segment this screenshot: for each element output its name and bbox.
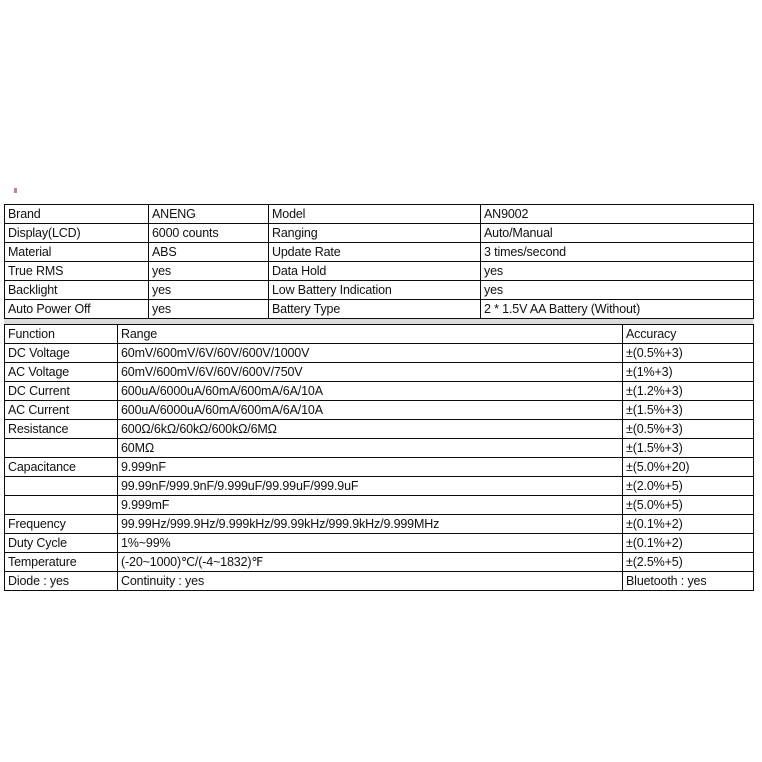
table-row: 99.99nF/999.9nF/9.999uF/99.99uF/999.9uF … [4,476,754,496]
accuracy-cell: ±(1%+3) [622,362,754,382]
function-cell: Frequency [4,514,118,534]
spec-value: yes [148,280,269,300]
range-cell: 600uA/6000uA/60mA/600mA/6A/10A [117,400,623,420]
table-row: Material ABS Update Rate 3 times/second [4,242,754,262]
spec-label: Low Battery Indication [268,280,481,300]
table-row: 9.999mF ±(5.0%+5) [4,495,754,515]
function-cell: DC Current [4,381,118,401]
table-header-row: Function Range Accuracy [4,324,754,344]
spec-value: yes [480,280,754,300]
table-row: 60MΩ ±(1.5%+3) [4,438,754,458]
continuity-cell: Continuity : yes [117,571,623,591]
general-specs-table: Brand ANENG Model AN9002 Display(LCD) 60… [4,204,754,319]
accuracy-cell: ±(1.5%+3) [622,438,754,458]
spec-value: 6000 counts [148,223,269,243]
spec-label: Display(LCD) [4,223,149,243]
function-cell: Capacitance [4,457,118,477]
range-cell: 600uA/6000uA/60mA/600mA/6A/10A [117,381,623,401]
range-cell: 99.99Hz/999.9Hz/9.999kHz/99.99kHz/999.9k… [117,514,623,534]
function-cell: Temperature [4,552,118,572]
range-cell: (-20~1000)℃/(-4~1832)℉ [117,552,623,572]
table-row: Backlight yes Low Battery Indication yes [4,280,754,300]
table-row: Capacitance 9.999nF ±(5.0%+20) [4,457,754,477]
accuracy-cell: ±(2.0%+5) [622,476,754,496]
table-row: Frequency 99.99Hz/999.9Hz/9.999kHz/99.99… [4,514,754,534]
range-cell: 60mV/600mV/6V/60V/600V/1000V [117,343,623,363]
table-row: Display(LCD) 6000 counts Ranging Auto/Ma… [4,223,754,243]
table-row: Temperature (-20~1000)℃/(-4~1832)℉ ±(2.5… [4,552,754,572]
spec-value: 3 times/second [480,242,754,262]
function-cell: Resistance [4,419,118,439]
spec-value: yes [480,261,754,281]
function-cell: AC Voltage [4,362,118,382]
accuracy-cell: ±(0.5%+3) [622,419,754,439]
table-row: Resistance 600Ω/6kΩ/60kΩ/600kΩ/6MΩ ±(0.5… [4,419,754,439]
range-cell: 60mV/600mV/6V/60V/600V/750V [117,362,623,382]
column-header-accuracy: Accuracy [622,324,754,344]
accuracy-cell: ±(5.0%+20) [622,457,754,477]
spec-value: Auto/Manual [480,223,754,243]
spec-value: 2 * 1.5V AA Battery (Without) [480,299,754,319]
accuracy-cell: ±(2.5%+5) [622,552,754,572]
spec-label: Model [268,204,481,224]
spec-label: Material [4,242,149,262]
spec-label: Battery Type [268,299,481,319]
function-cell: Duty Cycle [4,533,118,553]
spec-label: Brand [4,204,149,224]
spec-value: ANENG [148,204,269,224]
accuracy-cell: ±(0.1%+2) [622,514,754,534]
table-row: AC Current 600uA/6000uA/60mA/600mA/6A/10… [4,400,754,420]
column-header-function: Function [4,324,118,344]
function-cell: DC Voltage [4,343,118,363]
table-row: DC Current 600uA/6000uA/60mA/600mA/6A/10… [4,381,754,401]
spec-label: Backlight [4,280,149,300]
spec-label: True RMS [4,261,149,281]
table-row: True RMS yes Data Hold yes [4,261,754,281]
column-header-range: Range [117,324,623,344]
red-annotation-mark [14,188,17,193]
function-cell [4,495,118,515]
spec-value: ABS [148,242,269,262]
table-row: Duty Cycle 1%~99% ±(0.1%+2) [4,533,754,553]
spec-value: yes [148,261,269,281]
range-cell: 1%~99% [117,533,623,553]
range-specs-table: Function Range Accuracy DC Voltage 60mV/… [4,324,754,591]
spec-label: Ranging [268,223,481,243]
table-footer-row: Diode : yes Continuity : yes Bluetooth :… [4,571,754,591]
range-cell: 9.999nF [117,457,623,477]
function-cell [4,438,118,458]
table-row: Brand ANENG Model AN9002 [4,204,754,224]
spec-label: Update Rate [268,242,481,262]
table-row: DC Voltage 60mV/600mV/6V/60V/600V/1000V … [4,343,754,363]
table-row: AC Voltage 60mV/600mV/6V/60V/600V/750V ±… [4,362,754,382]
spec-value: yes [148,299,269,319]
bluetooth-cell: Bluetooth : yes [622,571,754,591]
spec-value: AN9002 [480,204,754,224]
diode-cell: Diode : yes [4,571,118,591]
section-divider [4,319,753,324]
spec-label: Auto Power Off [4,299,149,319]
range-cell: 9.999mF [117,495,623,515]
function-cell: AC Current [4,400,118,420]
accuracy-cell: ±(5.0%+5) [622,495,754,515]
accuracy-cell: ±(1.2%+3) [622,381,754,401]
range-cell: 600Ω/6kΩ/60kΩ/600kΩ/6MΩ [117,419,623,439]
accuracy-cell: ±(1.5%+3) [622,400,754,420]
table-row: Auto Power Off yes Battery Type 2 * 1.5V… [4,299,754,319]
spec-label: Data Hold [268,261,481,281]
range-cell: 99.99nF/999.9nF/9.999uF/99.99uF/999.9uF [117,476,623,496]
function-cell [4,476,118,496]
accuracy-cell: ±(0.1%+2) [622,533,754,553]
range-cell: 60MΩ [117,438,623,458]
accuracy-cell: ±(0.5%+3) [622,343,754,363]
